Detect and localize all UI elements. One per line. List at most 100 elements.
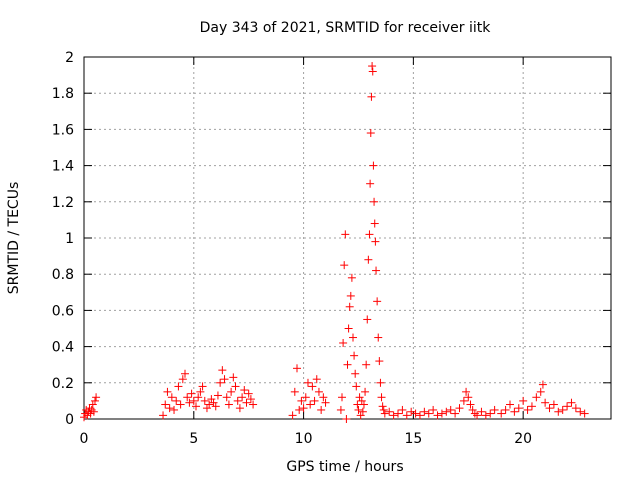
data-point: [505, 400, 514, 409]
data-point: [527, 402, 536, 411]
data-point: [227, 387, 236, 396]
data-point: [303, 378, 312, 387]
data-point: [165, 404, 174, 413]
data-point: [352, 382, 361, 391]
data-point: [89, 407, 98, 416]
data-point: [545, 404, 554, 413]
data-point: [244, 389, 253, 398]
data-point: [191, 402, 200, 411]
y-tick-label: 0.4: [52, 340, 74, 356]
data-point: [380, 409, 389, 418]
data-point: [536, 387, 545, 396]
data-point: [429, 405, 438, 414]
data-point: [571, 404, 580, 413]
data-point: [224, 400, 233, 409]
data-point: [159, 411, 168, 420]
y-tick-label: 0: [65, 412, 74, 428]
data-points: [80, 62, 589, 423]
data-point: [196, 387, 205, 396]
data-point: [297, 396, 306, 405]
data-point: [420, 407, 429, 416]
data-point: [345, 302, 354, 311]
data-point: [344, 324, 353, 333]
data-point: [222, 393, 231, 402]
data-point: [567, 398, 576, 407]
data-point: [343, 360, 352, 369]
data-point: [375, 357, 384, 366]
x-tick-label: 0: [80, 431, 89, 447]
data-point: [167, 393, 176, 402]
data-point: [365, 230, 374, 239]
data-point: [205, 400, 214, 409]
data-point: [80, 413, 88, 422]
x-axis-label: GPS time / hours: [286, 459, 403, 475]
data-point: [181, 369, 190, 378]
data-point: [194, 393, 203, 402]
data-point: [246, 395, 255, 404]
data-point: [216, 378, 225, 387]
data-point: [532, 393, 541, 402]
data-point: [371, 237, 380, 246]
data-point: [310, 396, 319, 405]
data-point: [372, 266, 381, 275]
data-point: [367, 92, 376, 101]
data-point: [163, 387, 172, 396]
y-tick-label: 0.8: [52, 267, 74, 283]
data-point: [202, 404, 211, 413]
data-point: [415, 411, 424, 420]
data-point: [238, 393, 247, 402]
data-point: [242, 398, 251, 407]
data-point: [170, 405, 179, 414]
data-point: [455, 404, 464, 413]
data-point: [346, 291, 355, 300]
data-point: [92, 393, 101, 402]
data-point: [211, 402, 220, 411]
data-point: [470, 409, 479, 418]
data-point: [172, 396, 181, 405]
data-point: [317, 405, 326, 414]
data-point: [377, 393, 386, 402]
data-point: [348, 333, 357, 342]
data-point: [359, 400, 368, 409]
data-point: [462, 387, 471, 396]
data-point: [451, 409, 460, 418]
data-point: [340, 261, 349, 270]
data-point: [554, 407, 563, 416]
data-point: [290, 387, 299, 396]
data-point: [200, 396, 209, 405]
y-axis-label: SRMTID / TECUs: [6, 182, 22, 295]
data-point: [398, 405, 407, 414]
data-point: [501, 405, 510, 414]
data-point: [86, 409, 95, 418]
chart-title: Day 343 of 2021, SRMTID for receiver iit…: [200, 20, 492, 36]
data-point: [490, 405, 499, 414]
data-point: [306, 400, 315, 409]
data-point: [523, 405, 532, 414]
data-point: [486, 409, 495, 418]
data-point: [207, 395, 216, 404]
data-point: [341, 230, 350, 239]
data-point: [373, 297, 382, 306]
data-point: [519, 396, 528, 405]
data-point: [299, 404, 308, 413]
data-point: [497, 409, 506, 418]
x-tick-label: 20: [514, 431, 532, 447]
data-point: [442, 407, 451, 416]
data-point: [361, 387, 370, 396]
data-point: [336, 405, 345, 414]
y-tick-label: 2: [65, 50, 74, 66]
y-tick-label: 1.4: [52, 159, 74, 175]
data-point: [187, 389, 196, 398]
data-point: [368, 62, 377, 71]
y-tick-label: 0.6: [52, 303, 74, 319]
data-point: [314, 387, 323, 396]
data-point: [368, 67, 377, 76]
data-point: [424, 409, 433, 418]
grid-lines: [84, 57, 611, 419]
y-tick-label: 1.2: [52, 195, 74, 211]
data-point: [563, 402, 572, 411]
data-point: [235, 404, 244, 413]
data-point: [90, 396, 99, 405]
x-tick-label: 10: [295, 431, 313, 447]
